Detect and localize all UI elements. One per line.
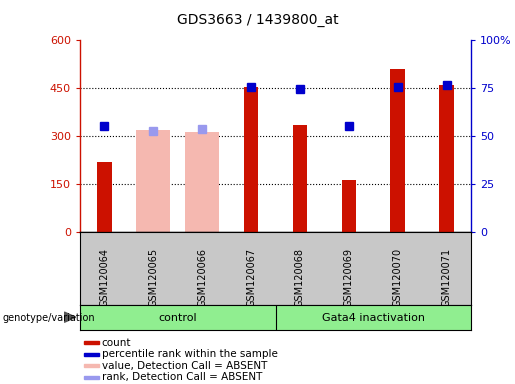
Text: control: control xyxy=(159,313,197,323)
Text: genotype/variation: genotype/variation xyxy=(3,313,95,323)
Bar xyxy=(136,130,170,232)
Polygon shape xyxy=(64,312,76,322)
Bar xyxy=(439,85,454,232)
Text: percentile rank within the sample: percentile rank within the sample xyxy=(102,349,278,359)
Text: rank, Detection Call = ABSENT: rank, Detection Call = ABSENT xyxy=(102,372,262,382)
Bar xyxy=(293,125,307,232)
Text: Gata4 inactivation: Gata4 inactivation xyxy=(322,313,425,323)
Bar xyxy=(390,69,405,232)
Text: GDS3663 / 1439800_at: GDS3663 / 1439800_at xyxy=(177,13,338,27)
Bar xyxy=(84,341,99,344)
Bar xyxy=(97,162,112,232)
Bar xyxy=(84,376,99,379)
Bar xyxy=(84,353,99,356)
Bar xyxy=(84,364,99,367)
Text: value, Detection Call = ABSENT: value, Detection Call = ABSENT xyxy=(102,361,267,371)
Bar xyxy=(185,131,219,232)
Bar xyxy=(341,180,356,232)
Bar xyxy=(244,87,259,232)
Text: count: count xyxy=(102,338,131,348)
